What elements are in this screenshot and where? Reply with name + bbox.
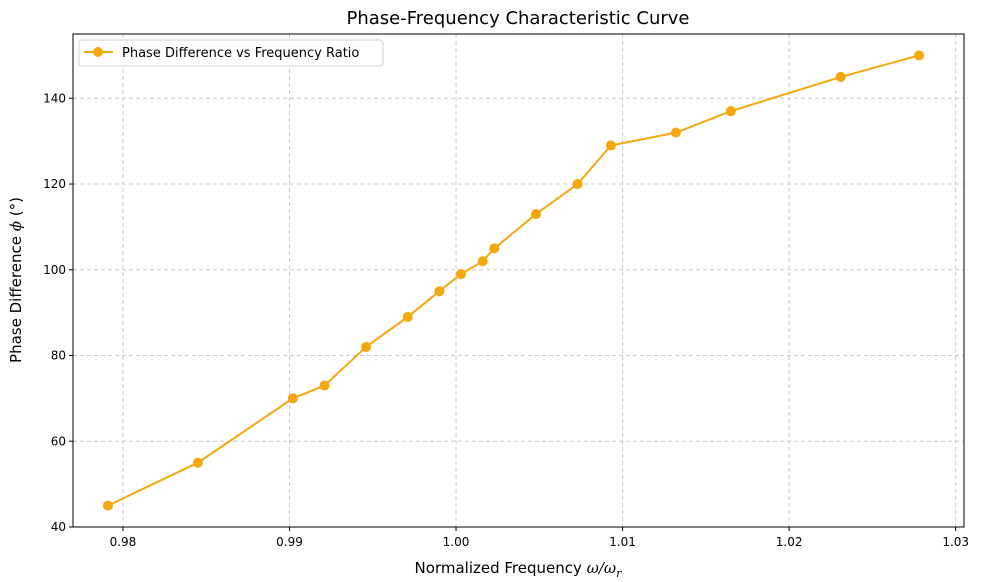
y-tick-label: 40 xyxy=(51,520,66,534)
y-tick-label: 80 xyxy=(51,349,66,363)
data-point xyxy=(835,71,846,82)
x-axis-title-sub: r xyxy=(616,567,622,580)
data-point xyxy=(192,457,203,468)
series-line xyxy=(107,54,920,507)
data-point xyxy=(572,179,583,190)
y-axis-title-main: Phase Difference xyxy=(7,231,25,363)
data-point xyxy=(914,50,925,61)
series-phase-difference xyxy=(102,50,925,511)
legend-box xyxy=(78,39,384,67)
data-point xyxy=(477,256,488,267)
x-axis-title-main: Normalized Frequency xyxy=(415,559,587,577)
x-tick-label: 1.00 xyxy=(443,535,470,549)
data-point xyxy=(434,286,445,297)
legend: Phase Difference vs Frequency Ratio xyxy=(78,39,384,67)
y-tick-label: 120 xyxy=(43,177,66,191)
legend-marker-swatch xyxy=(93,47,103,57)
x-tick-label: 0.98 xyxy=(110,535,137,549)
y-tick-label: 60 xyxy=(51,434,66,448)
x-tick-label: 1.01 xyxy=(609,535,636,549)
data-point xyxy=(319,380,330,391)
y-axis-title-unit: (°) xyxy=(7,197,25,221)
data-point xyxy=(361,341,372,352)
y-tick-label: 140 xyxy=(43,91,66,105)
data-point xyxy=(402,311,413,322)
data-point xyxy=(725,106,736,117)
y-axis-ticks: 40 60 80 100 120 140 xyxy=(43,91,73,534)
data-point xyxy=(287,393,298,404)
x-tick-label: 1.03 xyxy=(942,535,969,549)
grid xyxy=(73,34,964,528)
chart-title: Phase-Frequency Characteristic Curve xyxy=(347,8,690,29)
x-axis-ticks: 0.98 0.99 1.00 1.01 1.02 1.03 xyxy=(110,527,969,549)
data-point xyxy=(102,500,113,511)
x-tick-label: 0.99 xyxy=(276,535,303,549)
y-axis-title-math: ϕ xyxy=(7,221,25,231)
data-point xyxy=(489,243,500,254)
y-tick-label: 100 xyxy=(43,263,66,277)
plot-frame xyxy=(72,33,965,528)
x-tick-label: 1.02 xyxy=(776,535,803,549)
data-point xyxy=(530,209,541,220)
x-axis-title-math: ω/ω xyxy=(587,559,617,577)
data-point xyxy=(605,140,616,151)
x-axis-title: Normalized Frequency ω/ωr xyxy=(415,559,623,580)
data-point xyxy=(670,127,681,138)
legend-entry-label: Phase Difference vs Frequency Ratio xyxy=(122,46,359,61)
y-axis-title: Phase Difference ϕ (°) xyxy=(7,197,25,363)
data-point xyxy=(456,269,467,280)
